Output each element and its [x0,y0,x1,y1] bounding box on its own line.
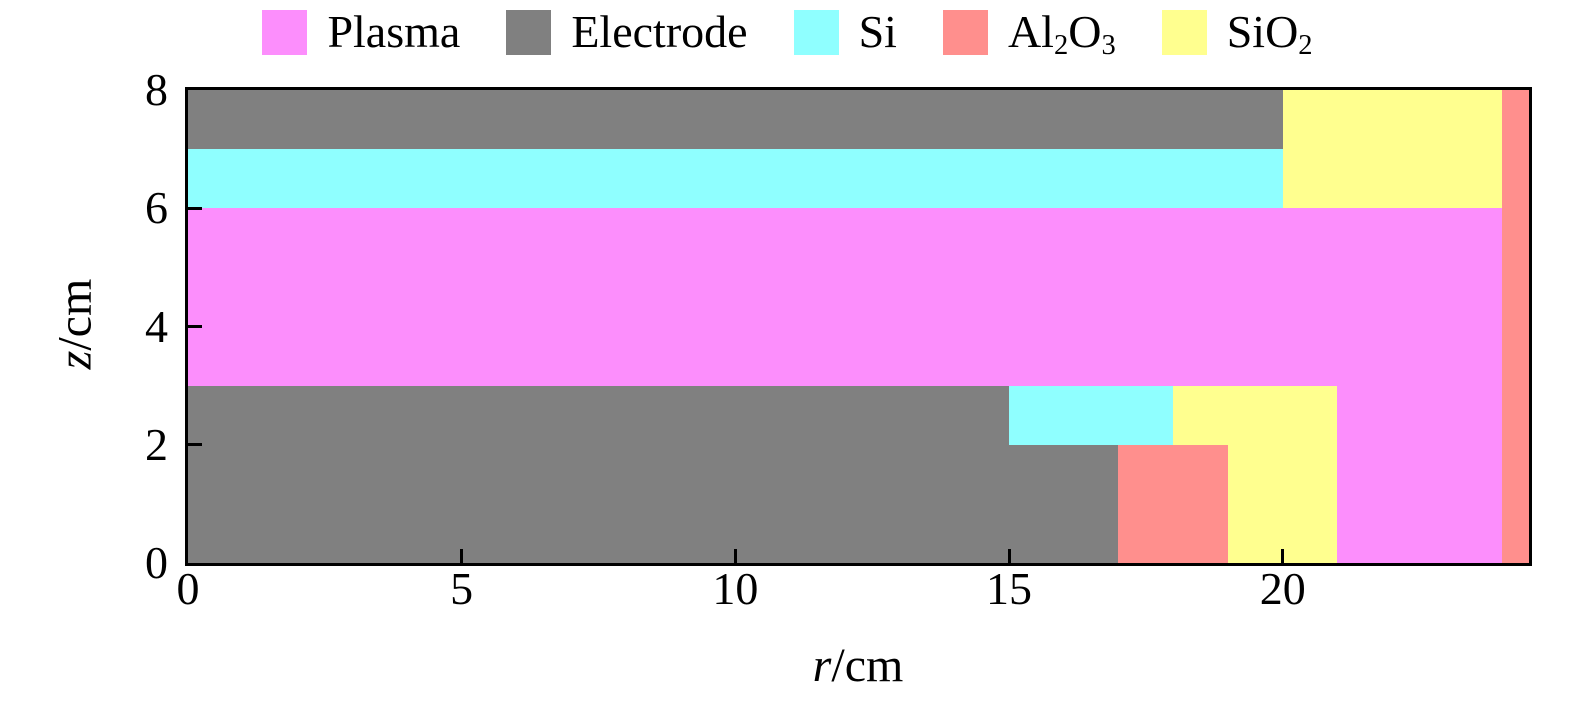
x-tick-label-15: 15 [986,563,1033,614]
text-part: 2 [1053,30,1069,62]
legend-item-si: Si [793,6,897,58]
text-part: Al [1007,6,1054,57]
text-part: /cm [831,639,904,692]
x-tick-label-0: 0 [176,563,200,614]
x-tick-label-10: 10 [712,563,759,614]
x-tick-mark-5 [460,549,464,563]
legend: Plasma Electrode Si Al2O3 SiO2 [0,6,1575,62]
text-part: 3 [1101,30,1116,62]
legend-item-sio2: SiO2 [1161,6,1313,62]
legend-label-plasma: Plasma [327,6,461,58]
x-tick-mark-10 [733,549,737,563]
legend-label-electrode: Electrode [571,6,748,58]
region-si-showerhead [188,149,1283,209]
region-si-wafer [1009,385,1174,445]
legend-swatch-electrode [506,9,552,55]
text-part: 2 [1298,30,1313,62]
region-al2o3-chamber-wall [1501,90,1529,563]
region-top-electrode [188,90,1283,150]
legend-label-sio2: SiO2 [1226,6,1313,62]
region-al2o3-focus-ring [1118,444,1228,563]
x-axis-title: r/cm [812,639,904,693]
region-sio2-ring-lower [1227,444,1338,563]
legend-swatch-si [793,9,839,55]
text-part: Si [858,6,897,57]
legend-item-al2o3: Al2O3 [942,6,1116,62]
y-tick-mark-6 [188,206,202,210]
text-part: O [1068,6,1102,57]
legend-swatch-plasma [262,9,308,55]
y-tick-mark-2 [188,443,202,447]
legend-label-si: Si [858,6,897,58]
legend-label-al2o3: Al2O3 [1007,6,1116,62]
legend-item-electrode: Electrode [506,6,748,58]
legend-swatch-al2o3 [942,9,988,55]
region-sio2-ring-upper [1173,385,1338,445]
text-part: Electrode [571,6,748,57]
x-tick-label-5: 5 [450,563,474,614]
text-part: z [48,350,102,370]
x-tick-mark-20 [1281,549,1285,563]
text-part: r [812,639,832,692]
legend-item-plasma: Plasma [262,6,461,58]
y-tick-label-8: 8 [145,64,168,115]
y-tick-label-0: 0 [145,537,168,588]
region-sio2-top-ring [1282,90,1502,209]
x-tick-label-20: 20 [1259,563,1306,614]
region-bottom-electrode-base [188,444,1119,563]
text-part: Plasma [327,6,461,57]
text-part: SiO [1226,6,1299,57]
plot-area [185,87,1532,566]
y-tick-mark-4 [188,325,202,328]
region-bottom-electrode-step [188,385,1010,445]
legend-swatch-sio2 [1161,9,1207,55]
y-tick-label-6: 6 [145,182,168,234]
y-tick-label-4: 4 [145,300,168,352]
x-tick-mark-15 [1007,549,1011,563]
y-tick-label-2: 2 [145,418,168,470]
